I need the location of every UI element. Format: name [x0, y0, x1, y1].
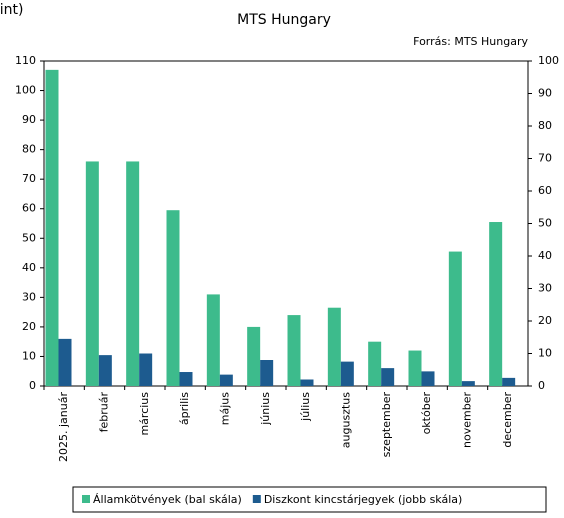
y2-tick-label: 30	[538, 282, 552, 295]
y2-tick-label: 90	[538, 87, 552, 100]
y-tick-label: 10	[22, 349, 36, 362]
bar	[98, 355, 112, 386]
bar	[126, 161, 140, 386]
bar	[502, 377, 516, 386]
y2-tick-label: 40	[538, 249, 552, 262]
x-tick-label: október	[420, 392, 433, 435]
y-tick-label: 20	[22, 320, 36, 333]
y-tick-label: 60	[22, 202, 36, 215]
bar	[85, 161, 99, 386]
bar	[219, 374, 233, 386]
y-tick-label: 50	[22, 231, 36, 244]
bar	[139, 353, 153, 386]
x-tick-label: június	[259, 392, 272, 426]
bar	[58, 338, 72, 386]
cut-annotation: rint)	[0, 2, 23, 18]
x-tick-label: augusztus	[340, 392, 353, 448]
bar	[381, 368, 395, 386]
bar	[340, 361, 354, 386]
bar	[421, 371, 435, 386]
x-tick-label: május	[219, 392, 232, 425]
bar	[260, 360, 274, 386]
x-tick-label: február	[98, 392, 111, 433]
y-tick-label: 110	[15, 54, 36, 67]
bar	[327, 307, 341, 386]
chart-title: MTS Hungary	[237, 12, 331, 28]
y2-tick-label: 20	[538, 314, 552, 327]
y2-tick-label: 0	[538, 379, 545, 392]
y-tick-label: 70	[22, 172, 36, 185]
x-tick-label: december	[501, 392, 514, 448]
x-tick-label: november	[461, 392, 474, 448]
legend-swatch	[252, 495, 261, 503]
y-tick-label: 100	[15, 84, 36, 97]
y2-tick-label: 50	[538, 217, 552, 230]
bar	[247, 326, 261, 386]
y2-tick-label: 70	[538, 152, 552, 165]
y2-tick-label: 100	[538, 54, 559, 67]
bar	[408, 350, 422, 386]
x-tick-label: 2025. január	[57, 392, 70, 462]
x-tick-label: március	[138, 392, 151, 436]
bar	[179, 372, 193, 386]
y2-tick-label: 10	[538, 347, 552, 360]
legend-label: Diszkont kincstárjegyek (jobb skála)	[264, 493, 463, 506]
y-tick-label: 40	[22, 261, 36, 274]
x-tick-label: április	[178, 392, 191, 425]
bar	[166, 210, 180, 386]
y2-tick-label: 80	[538, 119, 552, 132]
y-tick-label: 80	[22, 143, 36, 156]
y2-tick-label: 60	[538, 184, 552, 197]
bar	[489, 222, 503, 386]
x-tick-label: szeptember	[380, 392, 393, 458]
legend-swatch	[82, 495, 90, 503]
bar	[287, 315, 301, 386]
bar	[300, 379, 314, 386]
bar	[206, 294, 220, 386]
y-tick-label: 0	[29, 379, 36, 392]
bar	[368, 341, 382, 386]
bar	[448, 251, 462, 386]
y-tick-label: 90	[22, 113, 36, 126]
y-tick-label: 30	[22, 290, 36, 303]
bar	[45, 69, 59, 386]
legend-label: Államkötvények (bal skála)	[93, 493, 242, 506]
x-tick-label: július	[299, 392, 312, 422]
legend-box	[72, 486, 547, 513]
bar	[461, 381, 475, 386]
source: Forrás: MTS Hungary	[413, 35, 528, 48]
